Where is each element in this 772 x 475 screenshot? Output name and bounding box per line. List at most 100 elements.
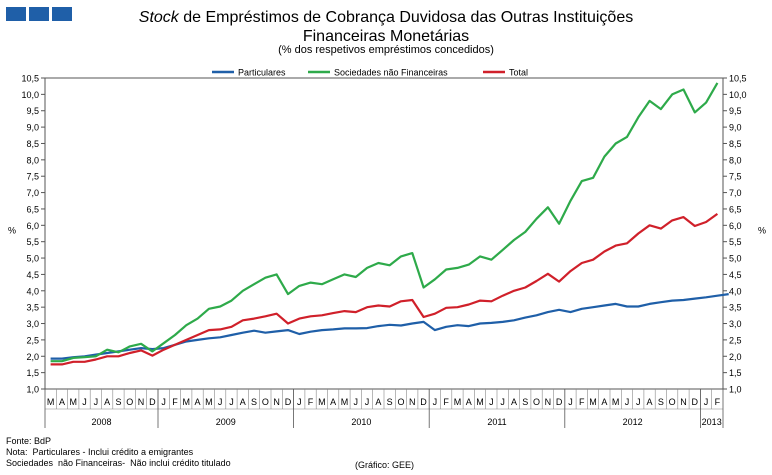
x-tick-label-month: A xyxy=(375,397,381,407)
x-tick-label-month: M xyxy=(318,397,326,407)
y-tick-label-right: 10,0 xyxy=(729,90,747,100)
y-tick-label-right: 9,0 xyxy=(729,123,742,133)
x-tick-label-month: N xyxy=(409,397,416,407)
x-tick-label-month: J xyxy=(297,397,302,407)
plot-area-frame xyxy=(44,77,724,390)
x-tick-label-month: J xyxy=(568,397,573,407)
x-tick-label-month: O xyxy=(397,397,404,407)
y-tick-label-right: 3,5 xyxy=(729,303,742,313)
x-tick-label-month: D xyxy=(149,397,156,407)
x-tick-label-month: J xyxy=(489,397,494,407)
y-tick-label-left: 3,0 xyxy=(26,319,39,329)
y-tick-label-right: 9,5 xyxy=(729,106,742,116)
y-tick-label-right: 3,0 xyxy=(729,319,742,329)
y-tick-label-right: 4,0 xyxy=(729,286,742,296)
x-tick-label-month: J xyxy=(82,397,87,407)
x-tick-label-month: J xyxy=(500,397,505,407)
x-tick-label-month: M xyxy=(70,397,78,407)
footer-note-sociedades: Sociedades não Financeiras- Não inclui c… xyxy=(6,458,231,468)
x-tick-label-month: M xyxy=(341,397,349,407)
y-axis-label-left: % xyxy=(8,225,16,235)
x-tick-label-year: 2009 xyxy=(216,417,236,427)
y-axis-label-right: % xyxy=(758,225,766,235)
x-tick-label-month: D xyxy=(285,397,292,407)
x-tick-label-month: M xyxy=(205,397,213,407)
x-tick-label-month: A xyxy=(466,397,472,407)
y-tick-label-left: 7,5 xyxy=(26,172,39,182)
footer-source: Fonte: BdP xyxy=(6,436,52,446)
x-tick-label-month: O xyxy=(533,397,540,407)
series-line-sociedades-nao-financeiras xyxy=(50,82,719,363)
x-tick-label-month: J xyxy=(161,397,166,407)
x-tick-label-year: 2012 xyxy=(623,417,643,427)
x-tick-label-month: J xyxy=(704,397,709,407)
x-tick-label-year: 2008 xyxy=(91,417,111,427)
x-tick-label-month: M xyxy=(589,397,597,407)
x-tick-label-month: N xyxy=(138,397,145,407)
x-tick-label-month: J xyxy=(365,397,370,407)
x-tick-label-month: J xyxy=(636,397,641,407)
x-tick-label-month: M xyxy=(476,397,484,407)
series-line-total xyxy=(50,213,719,366)
x-tick-label-month: O xyxy=(126,397,133,407)
chart-title-italic: Stock xyxy=(138,9,179,26)
y-tick-label-left: 7,0 xyxy=(26,188,39,198)
x-tick-label-month: A xyxy=(240,397,246,407)
y-tick-label-right: 2,0 xyxy=(729,352,742,362)
y-tick-label-left: 10,0 xyxy=(21,90,39,100)
footer-note-particulares: Nota: Particulares - Inclui crédito a em… xyxy=(6,447,194,457)
x-tick-label-month: J xyxy=(625,397,630,407)
y-tick-label-right: 1,5 xyxy=(729,368,742,378)
x-tick-label-month: M xyxy=(454,397,462,407)
logo-block xyxy=(29,7,49,21)
y-tick-label-left: 8,5 xyxy=(26,139,39,149)
x-tick-label-month: A xyxy=(511,397,517,407)
y-tick-label-left: 1,0 xyxy=(26,385,39,395)
x-tick-label-month: J xyxy=(94,397,99,407)
x-tick-label-month: J xyxy=(433,397,438,407)
x-tick-label-month: J xyxy=(354,397,359,407)
y-tick-label-left: 1,5 xyxy=(26,368,39,378)
x-tick-label-year: 2011 xyxy=(487,417,506,427)
x-tick-label-month: F xyxy=(308,397,314,407)
x-tick-label-month: O xyxy=(262,397,269,407)
logo-block xyxy=(6,7,26,21)
x-tick-label-month: N xyxy=(680,397,687,407)
legend-label: Total xyxy=(509,68,528,78)
y-tick-label-left: 6,0 xyxy=(26,221,39,231)
logo-block xyxy=(52,7,72,21)
x-tick-label-month: S xyxy=(387,397,393,407)
x-tick-label-month: N xyxy=(273,397,280,407)
y-tick-label-right: 7,5 xyxy=(729,172,742,182)
x-tick-label-month: S xyxy=(251,397,257,407)
y-tick-label-left: 2,0 xyxy=(26,352,39,362)
x-tick-label-year: 2013 xyxy=(702,417,722,427)
y-tick-label-right: 8,0 xyxy=(729,155,742,165)
y-tick-label-left: 8,0 xyxy=(26,155,39,165)
chart-title-rest: de Empréstimos de Cobrança Duvidosa das … xyxy=(178,9,634,26)
y-tick-label-left: 9,5 xyxy=(26,106,39,116)
legend-label: Sociedades não Financeiras xyxy=(334,68,448,78)
x-tick-label-month: J xyxy=(229,397,234,407)
y-tick-label-left: 6,5 xyxy=(26,204,39,214)
x-tick-label-month: A xyxy=(647,397,653,407)
x-tick-label-year: 2010 xyxy=(351,417,371,427)
x-tick-label-month: M xyxy=(612,397,620,407)
y-tick-label-left: 4,0 xyxy=(26,286,39,296)
x-tick-label-month: D xyxy=(556,397,563,407)
y-tick-label-left: 9,0 xyxy=(26,123,39,133)
y-tick-label-left: 5,5 xyxy=(26,237,39,247)
x-tick-label-month: A xyxy=(195,397,201,407)
y-tick-label-right: 6,5 xyxy=(729,204,742,214)
legend-label: Particulares xyxy=(238,68,286,78)
y-tick-label-right: 8,5 xyxy=(729,139,742,149)
x-tick-label-month: S xyxy=(115,397,121,407)
gee-logo xyxy=(6,7,72,21)
x-tick-label-month: F xyxy=(579,397,585,407)
x-tick-label-month: O xyxy=(669,397,676,407)
x-tick-label-month: A xyxy=(104,397,110,407)
y-tick-label-left: 4,5 xyxy=(26,270,39,280)
x-tick-label-month: J xyxy=(218,397,223,407)
x-tick-label-month: F xyxy=(443,397,449,407)
